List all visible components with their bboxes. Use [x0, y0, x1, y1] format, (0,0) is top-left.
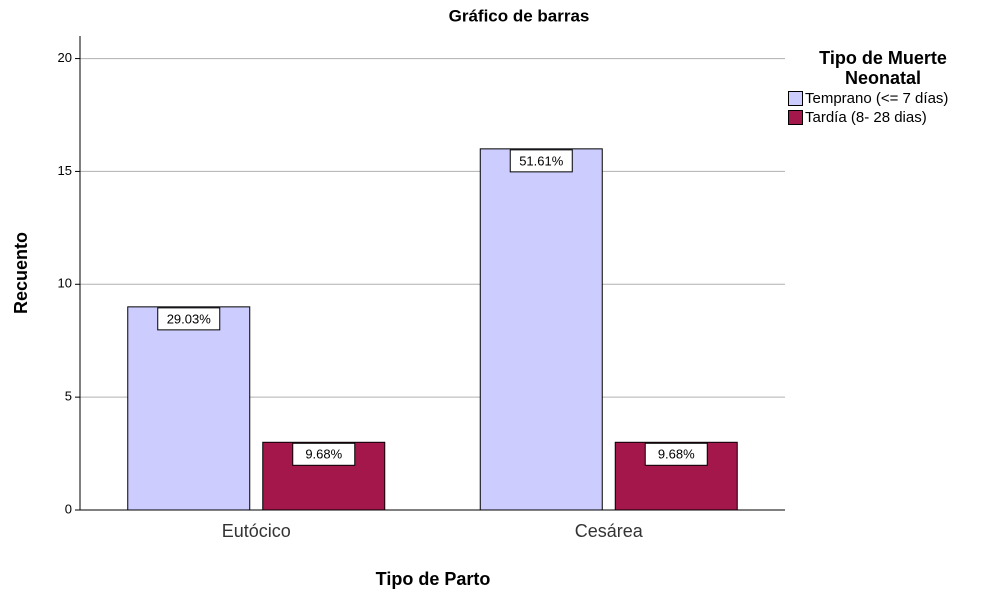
x-tick-label: Eutócico — [222, 521, 291, 541]
legend-label: Tardía (8- 28 dias) — [805, 109, 927, 126]
y-tick-label: 15 — [58, 163, 72, 178]
legend-swatch — [788, 110, 803, 125]
legend-title: Tipo de Muerte Neonatal — [819, 48, 947, 88]
value-label-box — [509, 149, 573, 173]
x-tick-label: Cesárea — [575, 521, 644, 541]
y-tick-label: 5 — [65, 389, 72, 404]
y-tick-label: 10 — [58, 276, 72, 291]
value-label-group: 51.61% — [509, 149, 573, 173]
value-label-box — [157, 307, 221, 331]
value-label: 9.68% — [658, 447, 695, 462]
value-label-group: 9.68% — [292, 442, 356, 466]
legend: Tipo de Muerte Neonatal Temprano (<= 7 d… — [788, 48, 997, 126]
x-axis-label: Tipo de Parto — [376, 569, 491, 589]
value-label: 51.61% — [519, 153, 564, 168]
value-label: 9.68% — [305, 447, 342, 462]
value-label-box — [644, 442, 708, 466]
value-label-group: 29.03% — [157, 307, 221, 331]
y-tick-label: 20 — [58, 50, 72, 65]
legend-label: Temprano (<= 7 días) — [805, 90, 949, 107]
bar — [479, 148, 603, 511]
legend-item: Tardía (8- 28 dias) — [788, 109, 997, 126]
y-tick-label: 0 — [65, 501, 72, 516]
y-axis-label: Recuento — [11, 232, 31, 314]
value-label-group: 9.68% — [644, 442, 708, 466]
value-label-box — [292, 442, 356, 466]
legend-swatch — [788, 91, 803, 106]
value-label: 29.03% — [167, 311, 212, 326]
legend-item: Temprano (<= 7 días) — [788, 90, 997, 107]
bar — [127, 306, 251, 511]
chart-title: Gráfico de barras — [449, 6, 590, 25]
